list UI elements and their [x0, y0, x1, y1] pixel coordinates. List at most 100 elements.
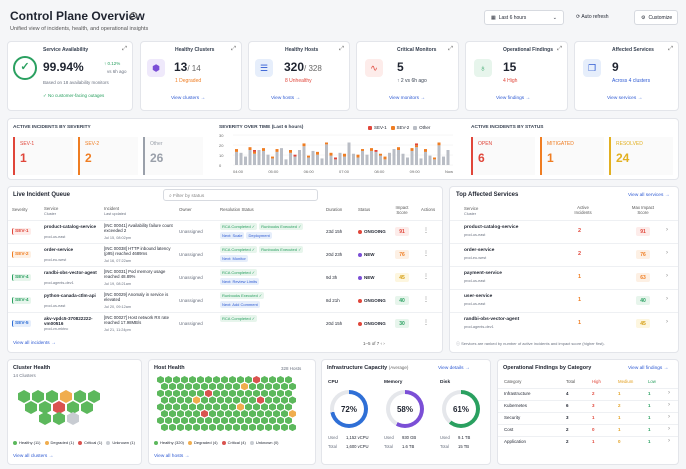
host-hex[interactable]: [201, 382, 208, 391]
host-hex[interactable]: [225, 396, 232, 404]
host-hex[interactable]: [197, 403, 204, 411]
service-name[interactable]: akv-vpdc5-370822222-vm00516: [44, 316, 93, 326]
host-hex[interactable]: [201, 410, 208, 418]
chevron-right-icon[interactable]: ›: [666, 250, 668, 256]
chevron-right-icon[interactable]: ›: [668, 426, 670, 432]
severity-box[interactable]: SEV-2 2: [78, 137, 138, 175]
time-range-select[interactable]: ▦ Last 6 hours ⌄: [484, 10, 564, 25]
host-hex[interactable]: [161, 410, 168, 418]
incident-row[interactable]: SEV-4 randbi-obs-vector-agent prod-agents-…: [8, 266, 442, 288]
host-hex[interactable]: [253, 376, 260, 384]
host-hex[interactable]: [285, 376, 292, 384]
host-hex[interactable]: [181, 389, 188, 398]
owner[interactable]: Unassigned: [179, 229, 203, 234]
incident-row[interactable]: SEV-5 akv-vpdc5-370822222-vm00516 prod-vn-…: [8, 312, 442, 334]
host-hex[interactable]: [289, 423, 296, 432]
host-hex[interactable]: [261, 376, 268, 384]
host-hex[interactable]: [289, 382, 296, 391]
cluster-hex[interactable]: [53, 401, 65, 414]
host-hex[interactable]: [277, 389, 284, 398]
host-hex[interactable]: [181, 403, 188, 411]
host-hex[interactable]: [161, 396, 168, 404]
severity-box[interactable]: SEV-1 1: [13, 137, 73, 175]
host-hex[interactable]: [169, 410, 176, 418]
cluster-hex[interactable]: [39, 412, 51, 425]
next-step-tag[interactable]: Next: Scale: [220, 232, 245, 239]
incident-row[interactable]: SEV-1 product-catalog-service prod-us-east…: [8, 220, 442, 242]
host-hex[interactable]: [221, 389, 228, 398]
host-hex[interactable]: [253, 389, 260, 398]
service-name[interactable]: product-catalog-service: [44, 224, 97, 229]
host-hex[interactable]: [205, 376, 212, 384]
host-hex[interactable]: [185, 382, 192, 391]
host-hex[interactable]: [209, 382, 216, 391]
chevron-right-icon[interactable]: ›: [668, 402, 670, 408]
host-hex[interactable]: [249, 396, 256, 404]
host-hex[interactable]: [249, 410, 256, 418]
host-hex[interactable]: [257, 423, 264, 432]
host-hex[interactable]: [165, 416, 172, 425]
host-hex[interactable]: [273, 396, 280, 404]
host-hex[interactable]: [285, 389, 292, 398]
host-hex[interactable]: [245, 376, 252, 384]
host-hex[interactable]: [241, 410, 248, 418]
host-hex[interactable]: [225, 423, 232, 432]
host-hex[interactable]: [245, 416, 252, 425]
host-hex[interactable]: [221, 416, 228, 425]
host-hex[interactable]: [213, 389, 220, 398]
auto-refresh-toggle[interactable]: ⟳ Auto refresh: [576, 14, 609, 20]
customize-button[interactable]: ⚙ Customize: [634, 10, 678, 25]
host-hex[interactable]: [205, 403, 212, 411]
host-hex[interactable]: [229, 416, 236, 425]
host-hex[interactable]: [281, 423, 288, 432]
cluster-hex[interactable]: [46, 390, 58, 403]
host-hex[interactable]: [165, 389, 172, 398]
expand-icon[interactable]: ⤢: [231, 46, 236, 52]
host-hex[interactable]: [213, 403, 220, 411]
chevron-right-icon[interactable]: ›: [666, 227, 668, 233]
host-hex[interactable]: [209, 410, 216, 418]
host-hex[interactable]: [209, 396, 216, 404]
view-hosts-link[interactable]: View hosts →: [271, 96, 301, 101]
cluster-hex[interactable]: [67, 401, 79, 414]
host-hex[interactable]: [265, 410, 272, 418]
host-hex[interactable]: [261, 389, 268, 398]
cluster-hex[interactable]: [25, 401, 37, 414]
host-hex[interactable]: [277, 416, 284, 425]
host-hex[interactable]: [209, 423, 216, 432]
host-hex[interactable]: [229, 389, 236, 398]
service-name[interactable]: python-canada-ctlm-api: [44, 293, 96, 298]
service-row[interactable]: product-catalog-service prod-us-east 2 91 ›: [450, 220, 678, 242]
host-hex[interactable]: [273, 382, 280, 391]
host-hex[interactable]: [157, 389, 164, 398]
host-hex[interactable]: [265, 382, 272, 391]
host-hex[interactable]: [173, 376, 180, 384]
host-hex[interactable]: [233, 396, 240, 404]
chevron-right-icon[interactable]: ›: [666, 319, 668, 325]
host-hex[interactable]: [265, 396, 272, 404]
service-name[interactable]: order-service: [44, 247, 74, 252]
cluster-hex[interactable]: [60, 390, 72, 403]
host-hex[interactable]: [217, 382, 224, 391]
view-all-findings-link[interactable]: View all findings →: [628, 366, 669, 371]
host-hex[interactable]: [169, 396, 176, 404]
more-actions-icon[interactable]: ⋮: [423, 274, 429, 280]
host-hex[interactable]: [281, 396, 288, 404]
info-icon[interactable]: i: [130, 12, 137, 19]
host-hex[interactable]: [241, 382, 248, 391]
expand-icon[interactable]: ⤢: [339, 46, 344, 52]
host-hex[interactable]: [157, 403, 164, 411]
incident-title[interactable]: [INC 00029] Anomaly in service is elevat…: [104, 292, 169, 302]
service-row[interactable]: user-service prod-us-east 1 40 ›: [450, 289, 678, 311]
host-hex[interactable]: [285, 403, 292, 411]
host-hex[interactable]: [253, 403, 260, 411]
prev-page-icon[interactable]: ‹: [380, 341, 383, 346]
service-row[interactable]: order-service prod-eu-west 2 76 ›: [450, 243, 678, 265]
more-actions-icon[interactable]: ⋮: [423, 320, 429, 326]
host-hex[interactable]: [161, 382, 168, 391]
next-step-tag[interactable]: Next: Add Comment: [220, 301, 260, 308]
host-hex[interactable]: [157, 376, 164, 384]
host-hex[interactable]: [233, 423, 240, 432]
more-actions-icon[interactable]: ⋮: [423, 251, 429, 257]
view-all-clusters-link[interactable]: View all clusters →: [13, 454, 54, 459]
